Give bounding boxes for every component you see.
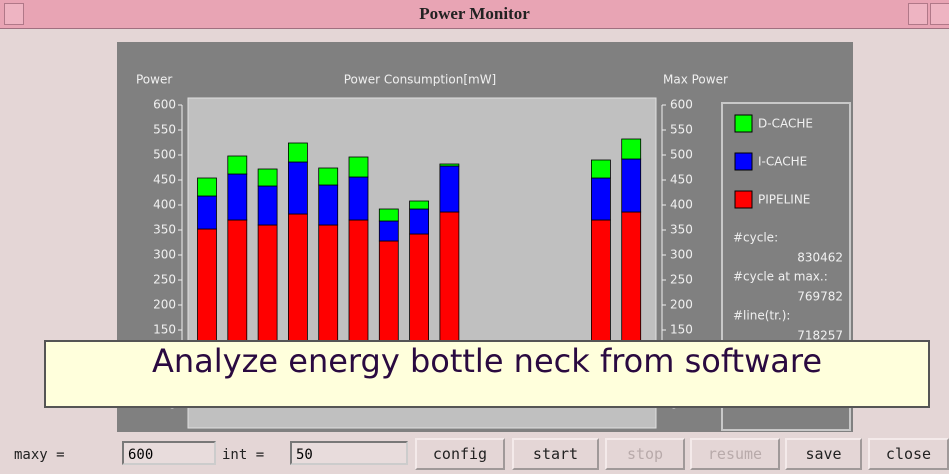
title-bar: Power Monitor <box>0 0 949 29</box>
maximize-button[interactable] <box>930 3 949 25</box>
bar-segment <box>621 138 642 160</box>
y-axis-label: Power <box>136 73 172 87</box>
bar-segment <box>318 167 339 186</box>
stat-label: #line(tr.): <box>733 309 790 323</box>
y-tick-label: 250 <box>153 273 176 287</box>
stat-value: 769782 <box>797 290 843 304</box>
y-tick-label: 350 <box>153 223 176 237</box>
bar-segment <box>439 165 460 213</box>
y2-tick-label: 550 <box>670 123 693 137</box>
minimize-button[interactable] <box>908 3 928 25</box>
toolbar-button: resume <box>690 438 780 470</box>
bar-segment <box>227 155 248 175</box>
y2-tick-label: 400 <box>670 198 693 212</box>
bar-segment <box>257 185 278 226</box>
int-input[interactable]: 50 <box>290 441 408 465</box>
y-tick-label: 400 <box>153 198 176 212</box>
y2-tick-label: 600 <box>670 98 693 112</box>
bar-segment <box>318 184 339 226</box>
bar-segment <box>287 161 308 215</box>
y-tick-label: 450 <box>153 173 176 187</box>
stat-value: 830462 <box>797 251 843 265</box>
toolbar-button: stop <box>605 438 685 470</box>
y2-tick-label: 200 <box>670 298 693 312</box>
toolbar-button[interactable]: start <box>512 438 599 470</box>
legend-swatch <box>734 114 753 133</box>
window-menu-button[interactable] <box>4 3 24 25</box>
stat-label: #cycle at max.: <box>733 270 828 284</box>
y2-tick-label: 250 <box>670 273 693 287</box>
bar-segment <box>197 177 217 197</box>
bar-segment <box>257 168 278 187</box>
y-tick-label: 300 <box>153 248 176 262</box>
toolbar-button[interactable]: close <box>868 438 949 470</box>
y2-tick-label: 150 <box>670 323 693 337</box>
y-tick-label: 600 <box>153 98 176 112</box>
bar-segment <box>409 208 430 235</box>
legend-label: D-CACHE <box>758 117 813 131</box>
bar-segment <box>439 163 460 167</box>
bar-segment <box>621 158 642 213</box>
bar-segment <box>409 200 430 210</box>
y2-tick-label: 500 <box>670 148 693 162</box>
maxy-label: maxy = <box>14 447 65 463</box>
y2-tick-label: 450 <box>670 173 693 187</box>
chart-title: Power Consumption[mW] <box>344 73 497 87</box>
toolbar-button[interactable]: config <box>415 438 505 470</box>
bar-segment <box>348 176 369 221</box>
window-title: Power Monitor <box>419 4 530 23</box>
bar-segment <box>287 142 308 163</box>
stat-value: 718257 <box>797 329 843 343</box>
int-label: int = <box>222 447 265 463</box>
y-tick-label: 200 <box>153 298 176 312</box>
bar-segment <box>348 156 369 178</box>
y2-axis-label: Max Power <box>663 73 728 87</box>
toolbar: maxy = 600 int = 50 config start stop resum… <box>0 436 949 474</box>
caption-overlay: Analyze energy bottle neck from software <box>44 340 930 408</box>
legend-swatch <box>734 152 753 171</box>
stat-label: #cycle: <box>733 231 778 245</box>
y-tick-label: 550 <box>153 123 176 137</box>
legend-label: I-CACHE <box>758 155 807 169</box>
legend-label: PIPELINE <box>758 193 810 207</box>
y2-tick-label: 350 <box>670 223 693 237</box>
maxy-input[interactable]: 600 <box>122 441 216 465</box>
bar-segment <box>197 195 217 230</box>
toolbar-button[interactable]: save <box>785 438 862 470</box>
y-tick-label: 150 <box>153 323 176 337</box>
bar-segment <box>591 159 611 179</box>
legend-swatch <box>734 190 753 209</box>
y-tick-label: 500 <box>153 148 176 162</box>
bar-segment <box>591 177 611 221</box>
bar-segment <box>378 208 399 222</box>
bar-segment <box>378 220 399 242</box>
y2-tick-label: 300 <box>670 248 693 262</box>
bar-segment <box>227 173 248 221</box>
